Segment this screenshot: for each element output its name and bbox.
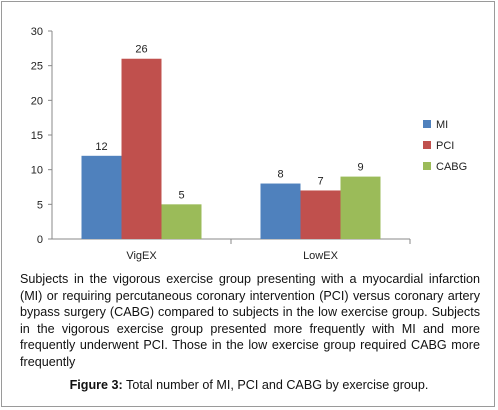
legend-swatch-pci (423, 141, 431, 149)
figure-caption-title: Figure 3: Total number of MI, PCI and CA… (0, 378, 498, 392)
legend-label-pci: PCI (436, 140, 454, 152)
bar-pci-lowex (300, 190, 341, 239)
y-tick-label: 10 (31, 165, 43, 177)
bar-cabg-lowex (340, 176, 381, 239)
chart-legend: MI PCI CABG (423, 119, 467, 173)
bar-value-label: 9 (357, 162, 363, 174)
figure-title: Total number of MI, PCI and CABG by exer… (126, 378, 429, 392)
y-tick-label: 20 (31, 95, 43, 107)
bar-pci-vigex (121, 58, 162, 239)
y-tick-label: 30 (31, 26, 43, 38)
bar-cabg-vigex (161, 204, 202, 239)
y-tick-label: 25 (31, 61, 43, 73)
x-category-label: VigEX (126, 250, 157, 262)
bar-mi-lowex (260, 183, 301, 239)
figure-label: Figure 3: (69, 378, 123, 392)
x-category-label: LowEX (303, 250, 339, 262)
bar-value-label: 7 (317, 175, 323, 187)
bar-value-label: 26 (135, 44, 147, 56)
legend-label-cabg: CABG (436, 161, 467, 173)
legend-swatch-mi (423, 120, 431, 128)
bar-value-label: 8 (277, 169, 283, 181)
legend-label-mi: MI (436, 119, 448, 131)
bar-value-label: 12 (95, 141, 107, 153)
y-tick-label: 5 (37, 199, 43, 211)
y-tick-label: 15 (31, 130, 43, 142)
bar-chart: 0 5 10 15 20 25 30 12 26 5 VigEX 8 7 9 LowEX MI PCI CAB… (31, 26, 467, 262)
y-tick-label: 0 (37, 234, 43, 246)
bar-mi-vigex (81, 155, 122, 239)
legend-swatch-cabg (423, 162, 431, 170)
figure-caption-text: Subjects in the vigorous exercise group … (20, 272, 480, 369)
chart-bars (81, 58, 381, 239)
chart-labels: 12 26 5 VigEX 8 7 9 LowEX (95, 44, 363, 262)
bar-value-label: 5 (178, 189, 184, 201)
